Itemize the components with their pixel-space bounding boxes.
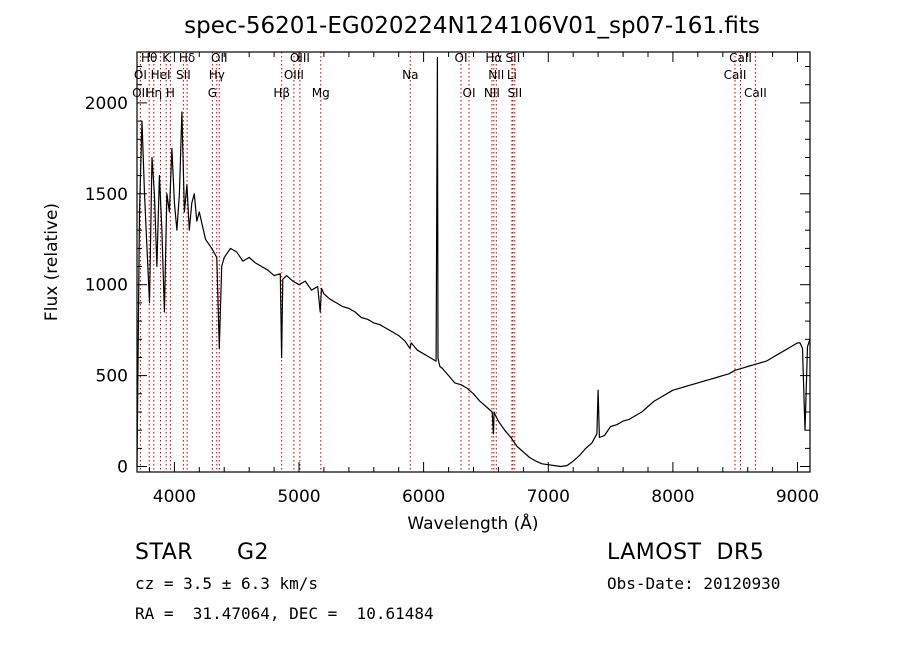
observation-date: Obs-Date: 20120930	[607, 574, 781, 593]
line-label-17: CaII	[724, 68, 747, 82]
spectrum-line	[136, 56, 811, 468]
line-label-20: H	[166, 86, 175, 100]
line-label-0: Hθ	[141, 51, 157, 65]
line-label-22: Hβ	[273, 86, 290, 100]
redshift-velocity: cz = 3.5 ± 6.3 km/s	[135, 574, 319, 593]
y-tick-label-1: 500	[96, 367, 128, 387]
line-label-9: OI	[134, 68, 147, 82]
line-label-4: OIII	[290, 51, 310, 65]
y-axis: 0 500 1000 1500 2000	[85, 66, 810, 478]
line-label-1: K	[162, 51, 171, 65]
x-axis: 4000 5000 6000 7000 8000 9000	[149, 52, 819, 507]
spectral-line-markers	[139, 52, 756, 472]
spectral-line-labels: Hθ K Hδ OII OIII OI Hα SII CaII OI HeI SII Hγ OIII Na N…	[132, 51, 767, 100]
y-tick-label-4: 2000	[85, 94, 128, 114]
survey-name: LAMOST DR5	[607, 540, 765, 565]
y-tick-label-2: 1000	[85, 276, 128, 296]
x-tick-label-0: 4000	[153, 487, 196, 507]
line-label-27: CaII	[744, 86, 767, 100]
line-label-19: Hη	[145, 86, 162, 100]
x-tick-label-5: 9000	[776, 487, 819, 507]
line-label-26: SII	[507, 86, 522, 100]
line-label-25: NII	[484, 86, 500, 100]
y-tick-label-0: 0	[117, 458, 128, 478]
line-label-7: SII	[506, 51, 521, 65]
line-label-13: OIII	[284, 68, 304, 82]
line-label-18: OII	[132, 86, 149, 100]
line-label-10: HeI	[151, 68, 171, 82]
x-tick-label-2: 6000	[402, 487, 445, 507]
line-label-11: SII	[176, 68, 191, 82]
x-tick-label-3: 7000	[527, 487, 570, 507]
line-label-21: G	[208, 86, 217, 100]
spectrum-series	[136, 56, 811, 468]
line-label-8: CaII	[729, 51, 752, 65]
line-label-16: Li	[507, 68, 517, 82]
line-label-5: OI	[455, 51, 468, 65]
x-tick-label-1: 5000	[277, 487, 320, 507]
plot-frame	[136, 51, 811, 473]
line-label-23: Mg	[312, 86, 330, 100]
line-label-6: Hα	[485, 51, 502, 65]
object-subclass: G2	[237, 540, 270, 565]
line-label-15: NII	[488, 68, 504, 82]
line-label-3: OII	[211, 51, 228, 65]
y-axis-label: Flux (relative)	[42, 203, 62, 321]
x-axis-label: Wavelength (Å)	[407, 512, 538, 534]
object-class: STAR	[135, 540, 194, 565]
chart-title: spec-56201-EG020224N124106V01_sp07-161.f…	[184, 13, 760, 39]
line-label-14: Na	[402, 68, 418, 82]
line-label-24: OI	[463, 86, 476, 100]
coordinates: RA = 31.47064, DEC = 10.61484	[135, 604, 434, 623]
y-tick-label-3: 1500	[85, 185, 128, 205]
line-label-12: Hγ	[209, 68, 225, 82]
x-tick-label-4: 8000	[651, 487, 694, 507]
line-label-2: Hδ	[179, 51, 195, 65]
